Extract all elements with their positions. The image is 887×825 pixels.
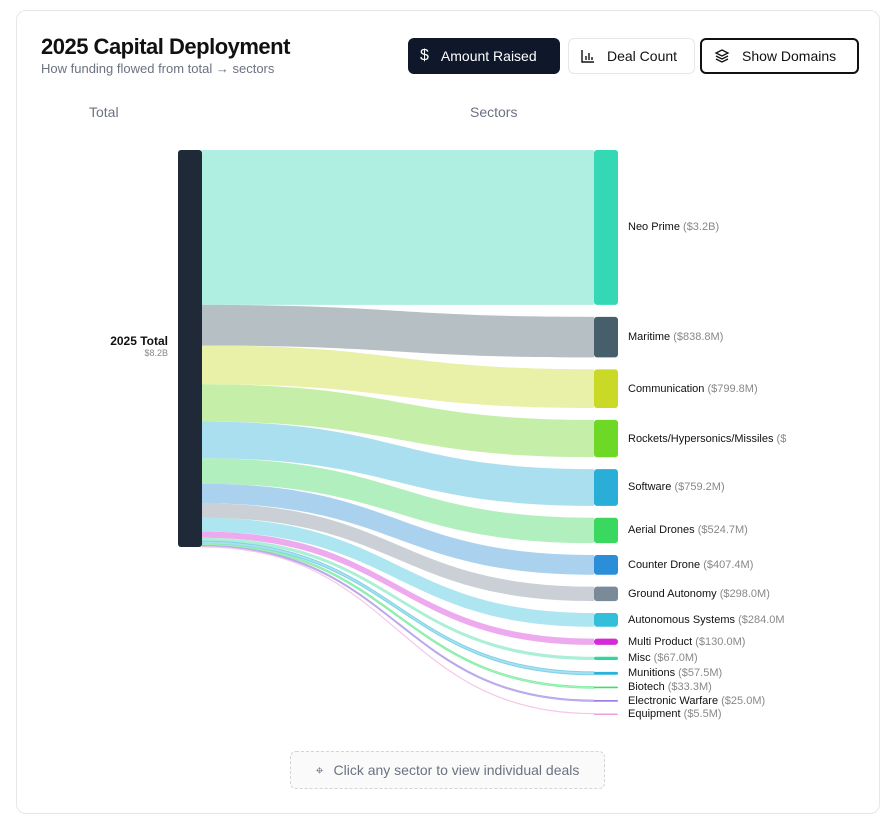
- sector-name: Multi Product: [628, 635, 693, 648]
- sector-label[interactable]: Equipment ($5.5M): [628, 708, 798, 720]
- sector-label[interactable]: Rockets/Hypersonics/Missiles ($: [628, 433, 798, 445]
- sector-value: ($298.0M): [719, 587, 770, 600]
- flow-link-9[interactable]: [202, 531, 594, 645]
- flow-link-10[interactable]: [202, 537, 594, 661]
- sector-label[interactable]: Electronic Warfare ($25.0M): [628, 695, 798, 707]
- sector-value: ($524.7M): [697, 524, 748, 537]
- flow-link-5[interactable]: [202, 458, 594, 544]
- sector-name: Biotech: [628, 681, 665, 694]
- deal-count-label: Deal Count: [607, 48, 678, 64]
- flow-link-12[interactable]: [201, 543, 595, 689]
- sector-label[interactable]: Autonomous Systems ($284.0M: [628, 614, 798, 626]
- sector-value: ($407.4M): [703, 558, 754, 571]
- sector-name: Maritime: [628, 331, 671, 344]
- sector-name: Ground Autonomy: [628, 587, 717, 600]
- sector-name: Neo Prime: [628, 221, 680, 234]
- page-title: 2025 Capital Deployment: [41, 34, 290, 59]
- column-header-total: Total: [89, 104, 119, 120]
- show-domains-button[interactable]: Show Domains: [700, 38, 859, 74]
- sector-node-3[interactable]: [594, 419, 618, 458]
- sector-value: ($5.5M): [683, 708, 722, 721]
- sector-node-1[interactable]: [594, 316, 618, 358]
- sector-label[interactable]: Communication ($799.8M): [628, 383, 798, 395]
- sector-node-4[interactable]: [594, 469, 618, 506]
- sector-label[interactable]: Munitions ($57.5M): [628, 667, 798, 679]
- sector-value: ($: [776, 432, 787, 445]
- column-header-sectors: Sectors: [470, 104, 518, 120]
- sector-node-2[interactable]: [594, 369, 618, 409]
- sector-value: ($33.3M): [667, 681, 712, 694]
- sector-value: ($284.0M: [738, 613, 785, 626]
- sector-name: Counter Drone: [628, 558, 701, 571]
- sector-name: Rockets/Hypersonics/Missiles: [628, 432, 774, 445]
- sector-node-10[interactable]: [594, 656, 618, 661]
- sector-label[interactable]: Counter Drone ($407.4M): [628, 559, 798, 571]
- sector-node-9[interactable]: [594, 638, 618, 645]
- sector-node-12[interactable]: [594, 686, 618, 689]
- sector-name: Misc: [628, 652, 651, 665]
- flow-link-14[interactable]: [201, 546, 595, 715]
- flow-link-8[interactable]: [202, 517, 594, 627]
- sector-label[interactable]: Multi Product ($130.0M): [628, 636, 798, 648]
- sector-name: Software: [628, 481, 672, 494]
- flow-link-3[interactable]: [202, 384, 594, 458]
- hint-text: Click any sector to view individual deal…: [333, 762, 580, 778]
- flow-link-4[interactable]: [202, 421, 594, 506]
- sector-node-8[interactable]: [594, 612, 618, 627]
- flow-link-2[interactable]: [202, 345, 594, 409]
- total-node-label: 2025 Total $8.2B: [110, 334, 168, 358]
- sector-value: ($799.8M): [707, 382, 758, 395]
- sector-node-13[interactable]: [594, 700, 618, 702]
- amount-raised-button[interactable]: $ Amount Raised: [408, 38, 560, 74]
- sector-label[interactable]: Aerial Drones ($524.7M): [628, 524, 798, 536]
- sector-label[interactable]: Ground Autonomy ($298.0M): [628, 588, 798, 600]
- total-node[interactable]: [178, 150, 202, 547]
- sector-name: Equipment: [628, 708, 681, 721]
- sector-name: Aerial Drones: [628, 524, 695, 537]
- hint-box: ⌖ Click any sector to view individual de…: [290, 751, 605, 789]
- sector-value: ($3.2B): [683, 221, 720, 234]
- flow-link-1[interactable]: [202, 304, 594, 358]
- page-subtitle: How funding flowed from total → sectors: [41, 61, 275, 76]
- amount-raised-label: Amount Raised: [440, 48, 537, 64]
- sector-name: Electronic Warfare: [628, 694, 719, 707]
- bar-chart-icon: [581, 50, 594, 63]
- sector-label[interactable]: Software ($759.2M): [628, 481, 798, 493]
- sector-name: Autonomous Systems: [628, 613, 735, 626]
- sector-name: Munitions: [628, 667, 676, 680]
- total-name: 2025 Total: [110, 334, 168, 348]
- sector-value: ($130.0M): [695, 635, 746, 648]
- sector-label[interactable]: Misc ($67.0M): [628, 652, 798, 664]
- layers-icon: [714, 49, 730, 63]
- sector-value: ($759.2M): [674, 481, 725, 494]
- sector-value: ($57.5M): [678, 667, 723, 680]
- sector-value: ($25.0M): [721, 694, 766, 707]
- flow-link-6[interactable]: [202, 483, 594, 575]
- sector-label[interactable]: Biotech ($33.3M): [628, 681, 798, 693]
- sector-node-7[interactable]: [594, 586, 618, 602]
- flow-link-11[interactable]: [201, 540, 595, 676]
- sector-node-5[interactable]: [594, 517, 618, 544]
- flow-link-13[interactable]: [201, 545, 595, 702]
- sector-node-6[interactable]: [594, 555, 618, 575]
- deal-count-button[interactable]: Deal Count: [568, 38, 695, 74]
- flow-link-7[interactable]: [202, 503, 594, 602]
- sector-label[interactable]: Neo Prime ($3.2B): [628, 221, 798, 233]
- sector-node-0[interactable]: [594, 150, 618, 305]
- sector-node-11[interactable]: [594, 671, 618, 675]
- sector-label[interactable]: Maritime ($838.8M): [628, 331, 798, 343]
- sector-value: ($838.8M): [673, 331, 724, 344]
- sector-node-14[interactable]: [594, 713, 618, 716]
- sector-name: Communication: [628, 382, 705, 395]
- flow-link-0[interactable]: [202, 150, 594, 305]
- dollar-icon: $: [420, 47, 429, 64]
- pointer-click-icon: ⌖: [315, 761, 324, 778]
- show-domains-label: Show Domains: [742, 48, 837, 64]
- sector-value: ($67.0M): [653, 652, 698, 665]
- total-value: $8.2B: [144, 348, 168, 358]
